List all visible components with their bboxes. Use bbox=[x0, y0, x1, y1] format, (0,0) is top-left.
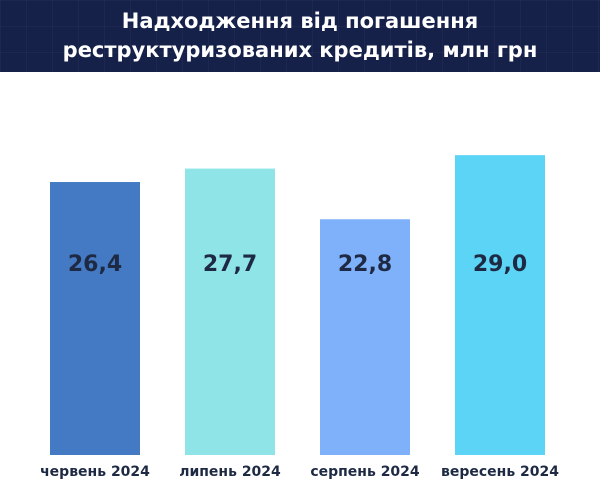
category-label-2: серпень 2024 bbox=[310, 464, 420, 480]
title-banner: Надходження від погашення реструктуризов… bbox=[0, 0, 600, 72]
chart-title-line-2: реструктуризованих кредитів, млн грн bbox=[62, 38, 538, 62]
chart-title-line-1: Надходження від погашення bbox=[121, 9, 479, 33]
chart-title: Надходження від погашення реструктуризов… bbox=[30, 7, 570, 65]
category-label-0: червень 2024 bbox=[40, 464, 150, 480]
bar-value-label-3: 29,0 bbox=[473, 252, 527, 277]
bar-0 bbox=[50, 182, 140, 456]
bar-value-label-2: 22,8 bbox=[338, 252, 392, 277]
bar-value-label-0: 26,4 bbox=[68, 252, 122, 277]
bar-2 bbox=[320, 219, 410, 455]
banner-grid-pattern bbox=[0, 0, 600, 72]
bar-1 bbox=[185, 168, 275, 455]
bar-chart: 26,4 червень 2024 27,7 липень 2024 22,8 серпе… bbox=[40, 155, 559, 480]
bar-value-label-1: 27,7 bbox=[203, 252, 257, 277]
category-label-1: липень 2024 bbox=[179, 464, 281, 480]
bar-3 bbox=[455, 155, 545, 455]
category-label-3: вересень 2024 bbox=[441, 464, 559, 480]
